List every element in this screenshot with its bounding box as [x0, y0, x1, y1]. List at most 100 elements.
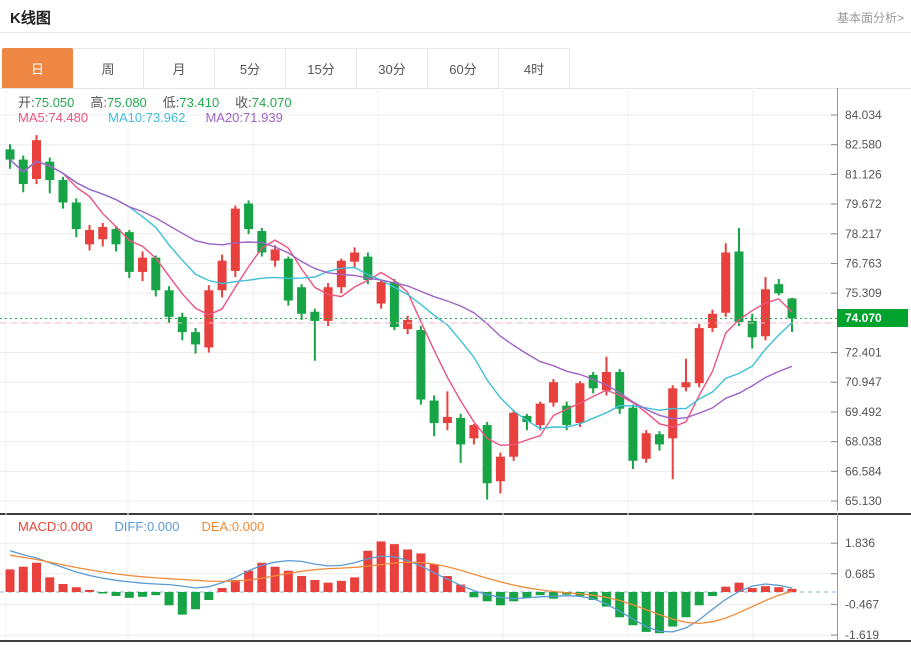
candle-body	[297, 287, 307, 314]
candle-body	[628, 407, 638, 461]
candle-body	[681, 382, 691, 388]
candle-body	[442, 416, 452, 424]
candle-body	[654, 434, 664, 445]
macd-top-border	[0, 513, 911, 515]
macd-hist-bar	[5, 569, 15, 592]
candle-body	[124, 232, 134, 272]
macd-hist-bar	[535, 592, 545, 596]
macd-hist-bar	[456, 584, 466, 592]
candle-body	[32, 140, 42, 179]
candle-body	[5, 149, 15, 160]
y-axis-label: -1.619	[845, 628, 879, 640]
candle-body	[760, 289, 770, 337]
macd-hist-bar	[442, 576, 452, 592]
y-axis-label: 72.401	[845, 346, 882, 360]
macd-hist-bar	[747, 588, 757, 592]
candle-body	[45, 161, 55, 181]
y-axis-label: 70.947	[845, 375, 882, 389]
macd-hist-bar	[760, 586, 770, 592]
candle-body	[310, 311, 320, 321]
readout-item: 收:74.070	[235, 95, 292, 110]
candle-body	[734, 251, 744, 322]
macd-hist-bar	[297, 576, 307, 592]
macd-hist-bar	[615, 592, 625, 618]
tab-4hour[interactable]: 4时	[499, 48, 570, 89]
candle-body	[283, 258, 293, 301]
candlestick-chart-canvas[interactable]: 84.034 82.580 81.126 79.672 78.217 76.763 75.3…	[0, 88, 911, 511]
macd-hist-bar	[58, 584, 68, 592]
macd-hist-bar	[111, 592, 121, 596]
ma20-line	[9, 159, 793, 420]
candle-body	[164, 290, 174, 317]
candle-body	[721, 252, 731, 313]
candle-body	[535, 403, 545, 426]
readout-item: MA10:73.962	[108, 110, 186, 125]
macd-hist-bar	[509, 592, 519, 602]
fundamental-analysis-link[interactable]: 基本面分析>	[836, 11, 904, 25]
tab-week[interactable]: 周	[73, 48, 144, 89]
candle-body	[230, 208, 240, 271]
candle-body	[668, 388, 678, 439]
candle-body	[416, 330, 426, 400]
candle-body	[177, 316, 187, 333]
candle-body	[495, 456, 505, 482]
titlebar: K线图 基本面分析>	[0, 0, 911, 33]
readout-item: 低:73.410	[162, 95, 220, 110]
readout-item: MA5:74.480	[18, 110, 89, 125]
tab-60min[interactable]: 60分	[428, 48, 499, 89]
candle-body	[588, 375, 598, 389]
candle-body	[350, 252, 360, 262]
macd-hist-bar	[177, 592, 187, 615]
candle-body	[111, 229, 121, 245]
candle-body	[562, 405, 572, 426]
macd-readout: MACD:0.000 DIFF:0.000 DEA:0.000	[18, 519, 286, 534]
y-axis-label: 76.763	[845, 256, 882, 270]
tab-5min[interactable]: 5分	[215, 48, 286, 89]
y-axis-label: 68.038	[845, 435, 882, 449]
candle-body	[244, 203, 254, 230]
readout-item: DEA:0.000	[201, 519, 265, 534]
macd-chart-canvas[interactable]: 1.836 0.685 -0.467 -1.619	[0, 513, 911, 640]
candle-wick	[313, 308, 316, 361]
y-axis-label: 65.130	[845, 494, 882, 508]
tab-day[interactable]: 日	[2, 48, 73, 89]
tab-15min[interactable]: 15分	[286, 48, 357, 89]
macd-hist-bar	[191, 592, 201, 610]
candle-body	[509, 412, 519, 457]
candle-body	[376, 282, 386, 304]
dea-line	[9, 554, 793, 625]
y-axis-label: 1.836	[845, 536, 875, 550]
macd-hist-bar	[403, 549, 413, 592]
macd-hist-bar	[469, 592, 479, 598]
macd-hist-bar	[721, 586, 731, 592]
readout-item: DIFF:0.000	[114, 519, 180, 534]
y-axis-label: 66.584	[845, 464, 882, 478]
macd-hist-bar	[734, 582, 744, 592]
macd-hist-bar	[124, 592, 134, 598]
candle-body	[456, 417, 466, 445]
macd-hist-bar	[310, 580, 320, 592]
tabbar-underline	[0, 88, 911, 89]
candle-body	[482, 425, 492, 484]
macd-hist-bar	[217, 588, 227, 592]
candle-body	[323, 287, 333, 321]
macd-hist-bar	[376, 541, 386, 592]
macd-hist-bar	[336, 580, 346, 592]
tab-30min[interactable]: 30分	[357, 48, 428, 89]
candle-body	[217, 260, 227, 291]
macd-hist-bar	[641, 592, 651, 632]
candle-body	[138, 257, 148, 272]
macd-hist-bar	[45, 577, 55, 592]
readout-item: 高:75.080	[90, 95, 147, 110]
tab-month[interactable]: 月	[144, 48, 215, 89]
macd-bottom-border	[0, 640, 911, 642]
candle-body	[522, 415, 532, 422]
candle-body	[363, 256, 373, 281]
y-axis-label: 0.685	[845, 567, 875, 581]
candle-body	[85, 230, 95, 245]
candle-body	[204, 290, 214, 348]
macd-hist-bar	[681, 592, 691, 618]
candle-body	[601, 371, 611, 391]
y-axis-label: 78.217	[845, 227, 882, 241]
candle-body	[787, 298, 797, 319]
